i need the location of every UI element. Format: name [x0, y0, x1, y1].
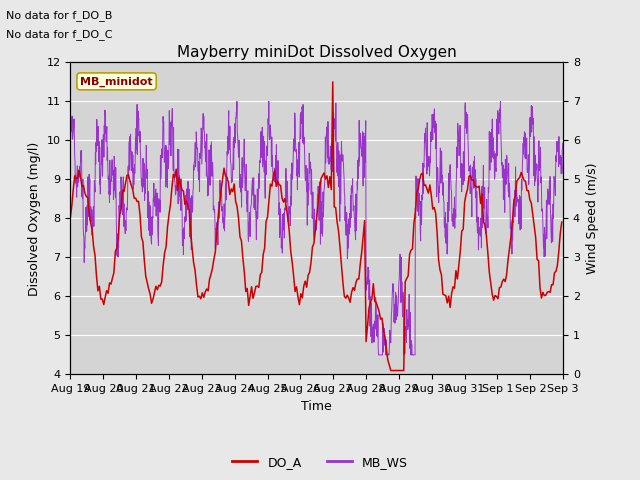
Y-axis label: Dissolved Oxygen (mg/l): Dissolved Oxygen (mg/l): [28, 141, 41, 296]
X-axis label: Time: Time: [301, 400, 332, 413]
Text: No data for f_DO_B: No data for f_DO_B: [6, 10, 113, 21]
Legend: DO_A, MB_WS: DO_A, MB_WS: [227, 451, 413, 474]
Text: MB_minidot: MB_minidot: [80, 76, 153, 86]
Title: Mayberry miniDot Dissolved Oxygen: Mayberry miniDot Dissolved Oxygen: [177, 45, 457, 60]
Text: No data for f_DO_C: No data for f_DO_C: [6, 29, 113, 40]
Y-axis label: Wind Speed (m/s): Wind Speed (m/s): [586, 163, 598, 274]
